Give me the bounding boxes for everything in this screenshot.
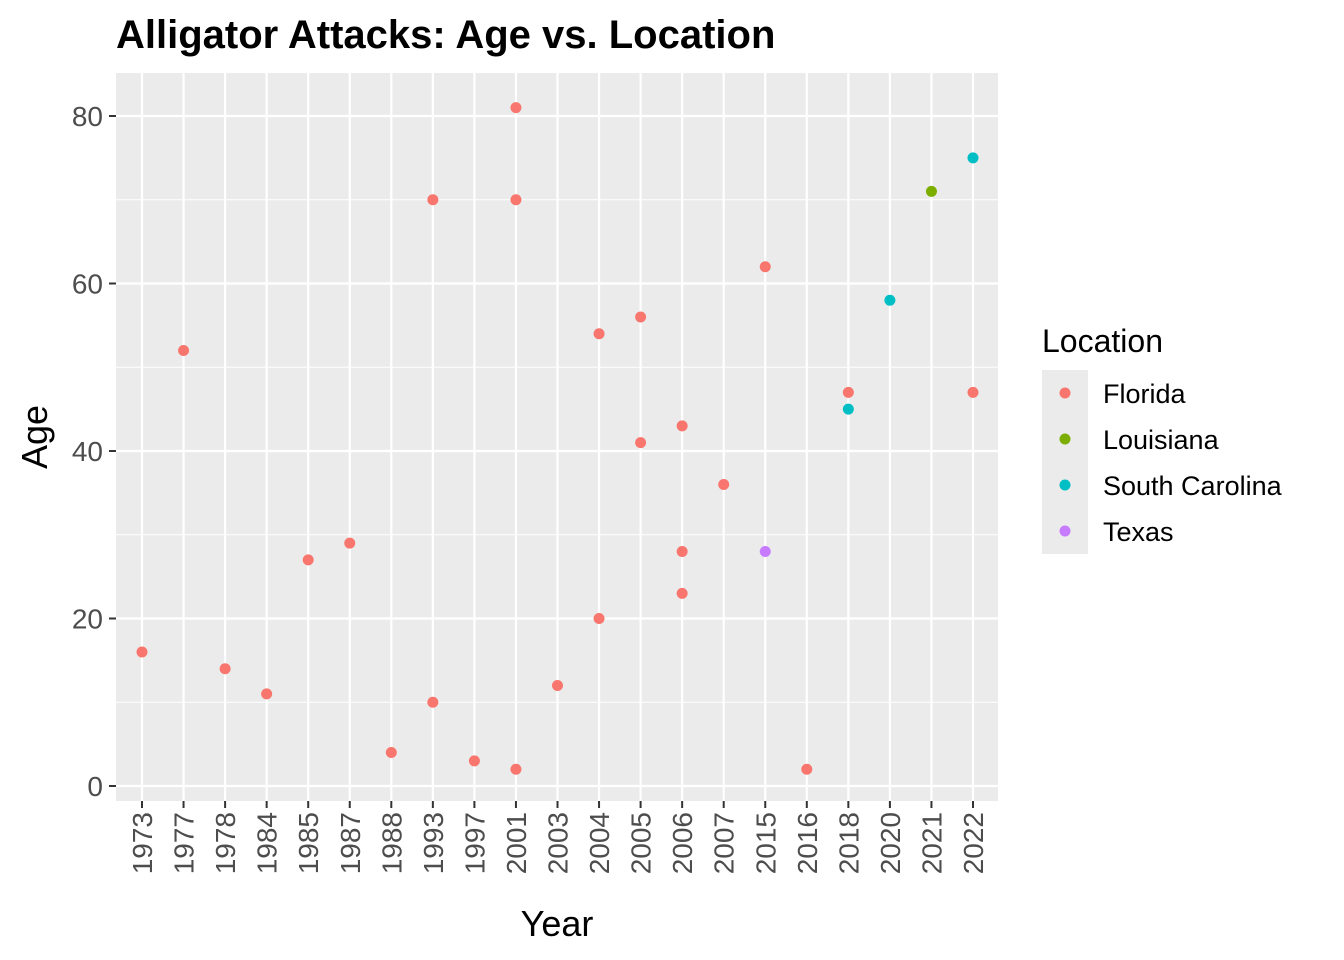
legend-key	[1059, 433, 1071, 445]
data-point	[510, 194, 522, 206]
data-point	[676, 546, 688, 557]
data-point	[510, 763, 522, 775]
x-tick-label: 2016	[792, 812, 823, 874]
x-tick-label: 1987	[335, 812, 366, 874]
data-point	[427, 194, 439, 206]
x-tick-label: 2022	[958, 812, 989, 874]
x-tick-label: 1973	[127, 812, 158, 874]
data-point	[925, 185, 937, 197]
x-tick-label: 2015	[750, 812, 781, 874]
x-axis-ticks: 1973 1977 1978 1984 1985 1987 1988 1993 1997 2001…	[127, 801, 989, 874]
x-tick-label: 2021	[916, 812, 947, 874]
x-tick-label: 2004	[584, 812, 615, 874]
y-tick-label: 40	[72, 436, 103, 467]
x-tick-label: 1993	[418, 812, 449, 874]
x-tick-label: 1988	[376, 812, 407, 874]
data-point	[884, 294, 896, 306]
data-point	[510, 102, 522, 114]
data-point	[219, 663, 231, 675]
x-tick-label: 1985	[293, 812, 324, 874]
x-tick-label: 2007	[709, 812, 740, 874]
grid-major	[116, 73, 998, 801]
data-point	[635, 311, 647, 323]
y-axis-ticks: 0 20 40 60 80	[72, 101, 116, 802]
legend-label: Louisiana	[1103, 425, 1220, 455]
legend-title: Location	[1042, 323, 1163, 359]
data-point	[385, 747, 397, 758]
data-point	[427, 696, 439, 708]
x-tick-label: 2020	[875, 812, 906, 874]
chart-title: Alligator Attacks: Age vs. Location	[116, 13, 775, 57]
data-point	[178, 345, 190, 356]
legend-label: Texas	[1103, 517, 1174, 547]
data-point	[842, 403, 854, 415]
legend-label: Florida	[1103, 379, 1187, 409]
x-tick-label: 2018	[833, 812, 864, 874]
x-tick-label: 2006	[667, 812, 698, 874]
data-point	[718, 479, 730, 490]
x-tick-label: 2001	[501, 812, 532, 874]
x-axis-title: Year	[521, 903, 594, 944]
x-tick-label: 1997	[459, 812, 490, 874]
data-point	[676, 420, 688, 432]
x-tick-label: 1984	[252, 812, 283, 874]
x-tick-label: 1978	[210, 812, 241, 874]
data-point	[344, 537, 356, 549]
legend-label: South Carolina	[1103, 471, 1283, 501]
data-point	[136, 646, 148, 658]
data-point	[261, 688, 273, 700]
data-point	[759, 261, 771, 273]
y-tick-label: 60	[72, 269, 103, 300]
y-tick-label: 0	[87, 771, 103, 802]
data-point	[801, 763, 813, 775]
data-point	[552, 680, 563, 691]
data-point	[468, 755, 480, 767]
legend-key-background	[1042, 370, 1088, 554]
data-point	[842, 386, 854, 398]
data-point	[635, 437, 647, 449]
data-point	[593, 328, 605, 340]
x-tick-label: 2005	[626, 812, 657, 874]
legend: Location Florida Louisiana South Carolina T…	[1042, 323, 1283, 554]
x-tick-label: 2003	[543, 812, 574, 874]
legend-key	[1059, 387, 1071, 399]
legend-key	[1059, 479, 1071, 491]
data-point	[759, 546, 771, 557]
y-axis-title: Age	[14, 405, 55, 469]
data-point	[967, 386, 979, 398]
data-point	[593, 613, 605, 624]
data-point	[967, 152, 979, 164]
x-tick-label: 1977	[169, 812, 200, 874]
y-tick-label: 20	[72, 604, 103, 635]
legend-key	[1059, 525, 1071, 537]
data-points	[136, 102, 979, 775]
data-point	[676, 587, 688, 599]
data-point	[302, 554, 314, 566]
y-tick-label: 80	[72, 101, 103, 132]
